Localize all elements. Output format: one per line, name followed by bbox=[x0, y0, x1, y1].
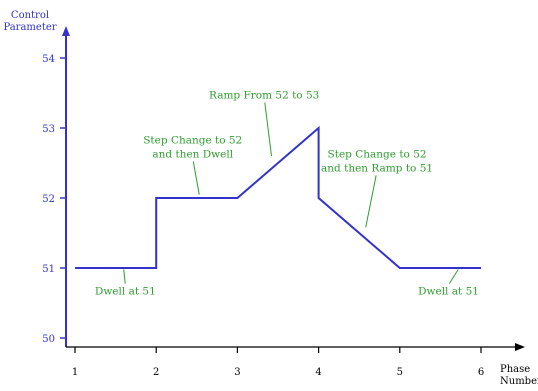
y-tick-label: 53 bbox=[42, 124, 55, 135]
x-tick-label: 1 bbox=[72, 367, 78, 378]
annotation-leader bbox=[192, 161, 200, 195]
annotation-leader bbox=[123, 269, 126, 284]
y-tick-label: 52 bbox=[42, 194, 55, 205]
x-tick-label: 3 bbox=[234, 367, 240, 378]
annotation-leader bbox=[264, 102, 273, 157]
annotation-leader bbox=[448, 269, 459, 284]
x-tick-label: 2 bbox=[153, 367, 159, 378]
annotation-text: Dwell at 51 bbox=[418, 286, 479, 298]
y-tick-label: 51 bbox=[42, 264, 55, 275]
annotation-text: Step Change to 52 bbox=[143, 134, 242, 146]
annotation-text: Ramp From 52 to 53 bbox=[209, 90, 319, 102]
annotation-text: and then Dwell bbox=[152, 148, 233, 160]
annotation-text: Dwell at 51 bbox=[95, 286, 156, 298]
x-axis-label: Number bbox=[500, 376, 538, 387]
chart-series bbox=[74, 125, 482, 269]
x-axis-arrow bbox=[515, 343, 525, 351]
y-axis-label: Parameter bbox=[3, 22, 56, 33]
annotation-leader bbox=[365, 175, 377, 228]
y-tick-label: 50 bbox=[42, 334, 55, 345]
x-tick-label: 5 bbox=[397, 367, 403, 378]
series-line bbox=[75, 125, 481, 269]
y-tick-label: 54 bbox=[42, 54, 55, 65]
x-axis-label: Phase bbox=[500, 364, 530, 375]
x-tick-label: 6 bbox=[478, 367, 484, 378]
chart-ticks: 50 51 52 53 54 1 2 3 4 5 6 bbox=[42, 54, 484, 378]
annotation-text: Step Change to 52 bbox=[328, 148, 427, 160]
chart-axes bbox=[62, 26, 525, 351]
annotation-text: and then Ramp to 51 bbox=[321, 162, 433, 174]
x-tick-label: 4 bbox=[315, 367, 321, 378]
chart-annotations: Dwell at 51 Step Change to 52 and then Dwe… bbox=[95, 90, 479, 298]
y-axis-label: Control bbox=[11, 10, 49, 21]
y-axis-arrow bbox=[62, 26, 70, 36]
